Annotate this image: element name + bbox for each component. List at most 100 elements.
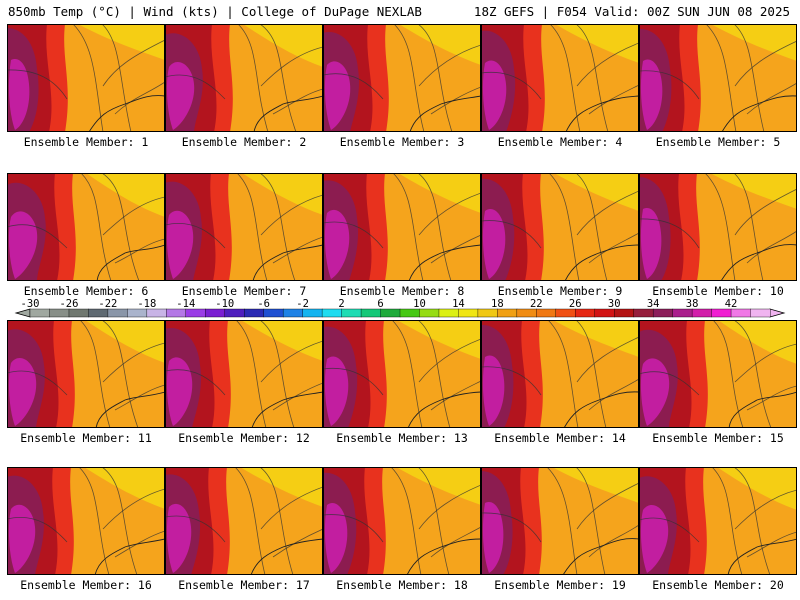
isotherm-contour <box>639 218 700 249</box>
isotherm-contour <box>575 173 608 281</box>
colorbar-segment <box>477 308 498 318</box>
peak-heat-core <box>324 356 349 426</box>
peak-heat-core <box>8 59 30 130</box>
isotherm-contour <box>114 530 165 558</box>
coastline <box>562 538 639 575</box>
coastline <box>95 391 165 428</box>
isotherm-contour <box>165 223 226 249</box>
ensemble-member-label: Ensemble Member: 19 <box>494 578 626 592</box>
isotherm-contour <box>260 340 323 383</box>
colorbar-tick-label: -10 <box>215 298 234 310</box>
isotherm-contour <box>481 512 542 543</box>
isotherm-contour <box>576 190 639 236</box>
isotherm-contour <box>588 378 639 411</box>
peak-heat-core <box>482 502 504 573</box>
ensemble-member-label: Ensemble Member: 3 <box>339 135 465 149</box>
warm-yellow-region <box>555 24 639 63</box>
peak-heat-core <box>640 505 669 573</box>
isotherm-contour <box>323 73 384 100</box>
ensemble-map-panel <box>165 24 323 132</box>
ensemble-member-label: Ensemble Member: 6 <box>23 284 149 298</box>
colorbar-segment <box>282 308 304 318</box>
colorbar-segment <box>458 308 479 318</box>
colorbar-segment <box>68 308 89 318</box>
ensemble-map-panel <box>165 467 323 575</box>
isotherm-contour <box>481 71 542 100</box>
colorbar-segment <box>88 308 109 318</box>
peak-heat-core <box>166 62 195 130</box>
isotherm-contour <box>236 173 268 281</box>
peak-heat-core <box>8 358 37 426</box>
colorbar-segment <box>555 308 576 318</box>
ensemble-member-label: Ensemble Member: 12 <box>178 431 310 445</box>
isotherm-contour <box>323 221 384 249</box>
colorbar-segment <box>302 308 323 318</box>
panel-border <box>165 467 323 575</box>
isotherm-contour <box>114 81 165 115</box>
panel-border <box>639 467 797 575</box>
colorbar-segment <box>750 308 771 318</box>
ensemble-member-label: Ensemble Member: 10 <box>652 284 784 298</box>
colorbar-tick-label: -30 <box>21 298 40 310</box>
isotherm-contour <box>481 220 542 249</box>
warm-yellow-region <box>86 173 165 217</box>
ensemble-map-panel <box>481 173 639 281</box>
header-right-run-info: 18Z GEFS | F054 Valid: 00Z SUN JUN 08 20… <box>473 4 790 19</box>
peak-heat-core <box>324 61 351 131</box>
panel-border <box>165 320 323 428</box>
coastline <box>406 538 481 575</box>
warm-yellow-region <box>240 467 323 507</box>
temperature-map <box>323 467 481 575</box>
temperature-map <box>7 173 165 281</box>
ensemble-map-panel <box>323 320 481 428</box>
isotherm-contour <box>576 482 639 530</box>
isotherm-contour <box>272 382 323 411</box>
ensemble-member-label: Ensemble Member: 11 <box>20 431 152 445</box>
temperature-map <box>165 467 323 575</box>
isotherm-contour <box>114 238 165 264</box>
isotherm-contour <box>7 224 68 249</box>
warm-yellow-region <box>84 467 165 509</box>
panel-border <box>7 173 165 281</box>
isotherm-contour <box>102 342 165 383</box>
colorbar-segment <box>107 308 128 318</box>
isotherm-contour <box>734 489 797 530</box>
isotherm-contour <box>101 24 132 132</box>
colorbar-segment <box>536 308 557 318</box>
colorbar-segment <box>730 308 752 318</box>
colorbar-segment <box>380 308 401 318</box>
panel-border <box>481 320 639 428</box>
temperature-map <box>165 320 323 428</box>
isotherm-contour <box>576 336 639 383</box>
colorbar-segment <box>672 308 693 318</box>
peak-heat-core <box>8 504 36 573</box>
panel-border <box>7 24 165 132</box>
panel-border <box>639 173 797 281</box>
ensemble-map-panel <box>323 467 481 575</box>
panel-border <box>639 24 797 132</box>
panel-border <box>323 173 481 281</box>
colorbar-segment <box>614 308 635 318</box>
ensemble-map-panel <box>639 24 797 132</box>
isotherm-contour <box>430 380 481 411</box>
colorbar-left-arrow <box>14 308 31 318</box>
isotherm-contour <box>418 484 481 530</box>
colorbar-tick-label: 22 <box>530 298 543 310</box>
isotherm-contour <box>259 320 295 428</box>
peak-heat-core <box>640 59 663 130</box>
peak-heat-core <box>482 209 506 279</box>
isotherm-contour <box>417 467 450 575</box>
colorbar-tick-label: -2 <box>296 298 309 310</box>
ensemble-map-panel <box>639 173 797 281</box>
warm-yellow-region <box>399 24 481 65</box>
colorbar-tick-label: 38 <box>686 298 699 310</box>
isotherm-contour <box>101 320 139 428</box>
temperature-map <box>481 24 639 132</box>
ensemble-map-panel <box>165 173 323 281</box>
coastline <box>96 244 165 281</box>
colorbar-tick-label: 18 <box>491 298 504 310</box>
warm-yellow-region <box>718 320 797 364</box>
isotherm-contour <box>260 486 323 530</box>
colorbar-segment <box>263 308 284 318</box>
isotherm-contour <box>101 467 138 575</box>
